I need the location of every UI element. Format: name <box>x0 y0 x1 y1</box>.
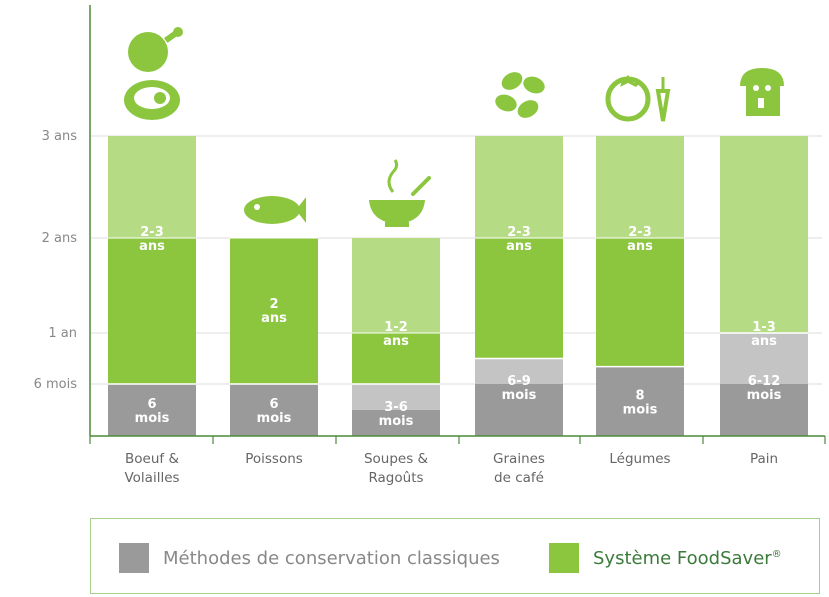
grid-lines <box>90 135 822 385</box>
legend-label-foodsaver-text: Système FoodSaver <box>593 547 772 569</box>
foodsaver-data-label: 1-2 <box>384 320 408 335</box>
registered-mark: ® <box>771 548 782 560</box>
y-tick-label: 3 ans <box>42 129 78 144</box>
bar-foodsaver <box>475 238 563 359</box>
bar-foodsaver <box>596 238 684 367</box>
classic-data-label: 6 <box>147 397 156 412</box>
y-tick-label: 6 mois <box>34 377 78 392</box>
legend-item-classic: Méthodes de conservation classiques <box>119 543 500 573</box>
foodsaver-data-label: 2-3 <box>628 225 652 240</box>
category-labels: Boeuf & Volailles Poissons Soupes & Ragoûts G… <box>124 451 778 486</box>
bar-foodsaver-range <box>108 136 196 238</box>
legend-label-foodsaver: Système FoodSaver® <box>593 548 782 569</box>
bar-foodsaver <box>230 238 318 384</box>
y-tick-label: 2 ans <box>42 231 78 246</box>
bar-foodsaver-range <box>596 136 684 238</box>
category-label: Volailles <box>124 470 179 486</box>
legend-swatch-classic <box>119 543 149 573</box>
fish-icon <box>244 196 306 224</box>
classic-data-label: mois <box>379 414 414 429</box>
bar-foodsaver <box>352 333 440 384</box>
foodsaver-data-label: 2 <box>269 297 278 312</box>
vegetables-icon <box>605 75 671 122</box>
classic-data-label: mois <box>623 402 658 417</box>
classic-data-label: 6-9 <box>507 374 531 389</box>
category-label: Poissons <box>245 451 303 467</box>
bar-classic-range <box>475 358 563 384</box>
classic-data-label: mois <box>747 388 782 403</box>
meat-icon <box>124 27 183 120</box>
category-label: Graines <box>493 451 545 467</box>
y-tick-label: 1 an <box>48 326 77 341</box>
bar-classic-range <box>720 333 808 384</box>
foodsaver-data-label: 2-3 <box>140 225 164 240</box>
bar-foodsaver-range <box>475 136 563 238</box>
bars <box>108 136 808 436</box>
foodsaver-data-label: ans <box>383 334 409 349</box>
category-label: Légumes <box>609 451 670 467</box>
legend: Méthodes de conservation classiques Syst… <box>90 518 820 594</box>
coffee-beans-icon <box>495 72 545 118</box>
bar-classic <box>230 384 318 436</box>
bread-icon <box>740 68 784 116</box>
classic-data-label: 6-12 <box>748 374 781 389</box>
foodsaver-data-label: 2-3 <box>507 225 531 240</box>
foodsaver-data-label: ans <box>751 334 777 349</box>
bar-foodsaver-range <box>352 238 440 333</box>
classic-data-label: 8 <box>635 388 644 403</box>
bar-classic <box>596 366 684 436</box>
legend-item-foodsaver: Système FoodSaver® <box>549 543 782 573</box>
foodsaver-data-label: ans <box>627 239 653 254</box>
category-label: Boeuf & <box>125 451 179 467</box>
classic-data-label: 3-6 <box>384 400 408 415</box>
classic-data-label: mois <box>135 411 170 426</box>
bar-foodsaver-range <box>720 136 808 333</box>
category-icons <box>124 27 784 227</box>
category-label: Ragoûts <box>368 470 423 486</box>
foodsaver-data-label: ans <box>261 311 287 326</box>
bar-classic-range <box>352 384 440 410</box>
bar-classic <box>108 384 196 436</box>
classic-data-label: 6 <box>269 397 278 412</box>
legend-label-classic: Méthodes de conservation classiques <box>163 547 500 569</box>
classic-data-label: mois <box>257 411 292 426</box>
foodsaver-data-label: ans <box>139 239 165 254</box>
y-tick-labels: 3 ans 2 ans 1 an 6 mois <box>34 129 78 392</box>
soup-icon <box>369 159 431 227</box>
bar-classic <box>352 410 440 436</box>
bar-classic <box>475 384 563 436</box>
foodsaver-data-label: ans <box>506 239 532 254</box>
legend-swatch-foodsaver <box>549 543 579 573</box>
axes <box>89 5 826 444</box>
category-label: de café <box>494 470 544 486</box>
bar-labels: 6mois2-3ans6mois2ans3-6mois1-2ans6-9mois… <box>135 225 782 429</box>
bar-foodsaver <box>108 238 196 384</box>
category-label: Soupes & <box>364 451 429 467</box>
foodsaver-data-label: 1-3 <box>752 320 776 335</box>
category-label: Pain <box>750 451 778 467</box>
classic-data-label: mois <box>502 388 537 403</box>
bar-classic <box>720 384 808 436</box>
